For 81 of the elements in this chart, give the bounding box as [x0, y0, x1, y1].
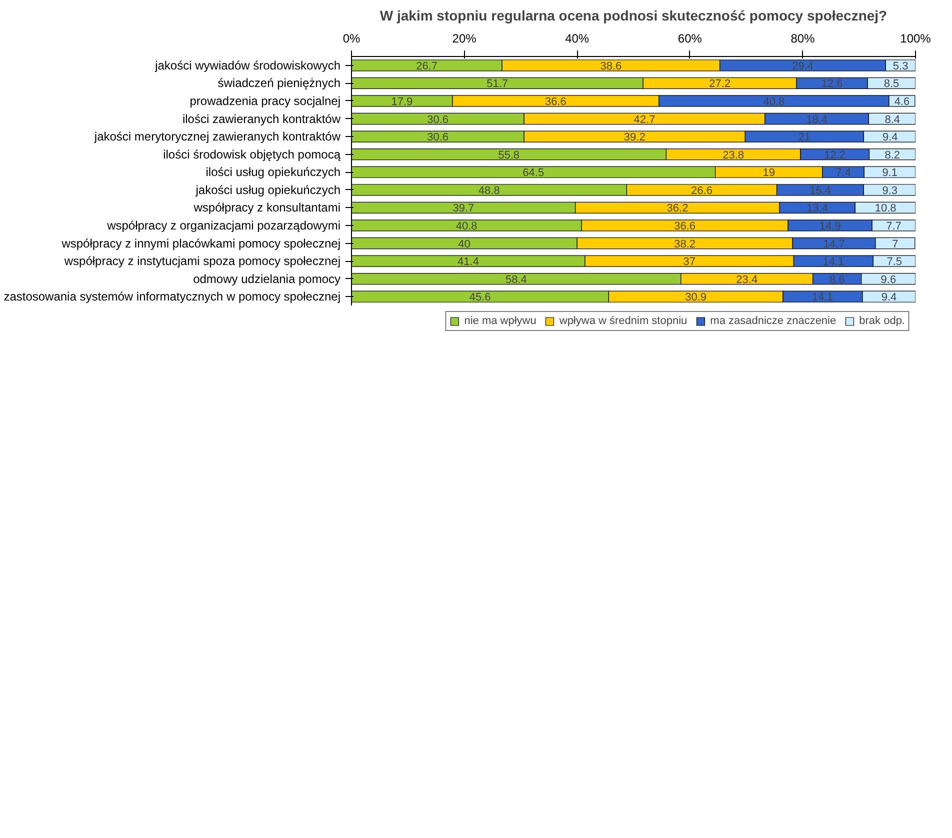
x-tick-label: 60%: [678, 32, 702, 46]
data-label: 64.5: [522, 167, 544, 180]
data-label: 40: [458, 238, 470, 250]
data-label: 8.2: [884, 149, 900, 162]
data-label: 45.6: [469, 292, 491, 304]
data-label: 7.7: [886, 220, 902, 232]
y-tick-label: współpracy z konsultantami: [192, 200, 341, 215]
data-label: 36.6: [674, 220, 696, 232]
x-tick-label: 80%: [790, 32, 816, 46]
y-tick-label: zastosowania systemów informatycznych w pomocy społecznej: [4, 290, 341, 304]
data-label: 18.4: [806, 114, 828, 126]
data-label: 29.4: [792, 60, 814, 72]
y-tick-label: współpracy z organizacjami pozarządowymi: [106, 218, 341, 232]
x-tick-label: 40%: [565, 32, 590, 46]
data-label: 37: [683, 256, 696, 268]
data-label: 30.6: [427, 132, 449, 144]
y-tick-label: ilości środowisk objętych pomocą: [163, 147, 341, 162]
y-tick-label: ilości zawieranych kontraktów: [182, 112, 341, 126]
legend-label: brak odp.: [859, 315, 905, 327]
x-tick-label: 20%: [452, 32, 477, 46]
data-label: 13.4: [806, 202, 828, 215]
data-label: 14.7: [823, 238, 845, 250]
data-label: 15.4: [809, 184, 831, 197]
data-label: 39.7: [452, 202, 474, 215]
data-label: 14.1: [822, 256, 844, 268]
data-label: 26.7: [416, 60, 438, 72]
data-label: 12.6: [821, 78, 843, 90]
y-tick-label: odmowy udzielania pomocy: [193, 272, 341, 286]
legend-label: wpływa w średnim stopniu: [559, 315, 688, 327]
y-tick-label: jakości usług opiekuńczych: [194, 182, 341, 197]
y-tick-label: prowadzenia pracy socjalnej: [190, 94, 340, 108]
data-label: 27.2: [709, 78, 731, 90]
data-label: 10.8: [874, 202, 896, 215]
data-label: 40.8: [763, 96, 785, 108]
x-tick-label: 0%: [342, 32, 360, 46]
data-label: 40.8: [456, 220, 478, 232]
data-label: 5.3: [892, 60, 908, 72]
data-label: 4.6: [894, 96, 910, 108]
data-label: 38.2: [674, 238, 696, 250]
data-label: 7.5: [886, 256, 902, 268]
data-label: 7: [892, 238, 898, 250]
y-tick-label: współpracy z instytucjami spoza pomocy społecznej: [63, 254, 341, 268]
y-tick-label: ilości usług opiekuńczych: [206, 165, 341, 180]
data-label: 39.2: [624, 132, 646, 144]
data-label: 9.4: [881, 292, 897, 304]
data-label: 19: [762, 167, 775, 180]
data-label: 8.5: [884, 78, 900, 90]
data-label: 36.2: [666, 202, 688, 215]
data-label: 30.6: [427, 114, 449, 126]
x-tick-label: 100%: [900, 32, 932, 46]
data-label: 38.6: [600, 60, 622, 72]
data-label: 17.9: [391, 96, 413, 108]
data-label: 9.4: [882, 132, 898, 144]
y-tick-label: świadczeń pieniężnych: [218, 76, 341, 90]
y-tick-label: jakości wywiadów środowiskowych: [154, 58, 341, 72]
data-label: 51.7: [486, 78, 508, 90]
data-label: 55.8: [498, 149, 520, 162]
data-label: 36.6: [544, 96, 566, 108]
y-tick-label: jakości merytorycznej zawieranych kontraktów: [93, 130, 341, 144]
data-label: 9.6: [880, 274, 896, 286]
data-label: 23.4: [736, 274, 758, 286]
data-label: 42.7: [634, 114, 656, 126]
legend-label: ma zasadnicze znaczenie: [710, 315, 836, 327]
data-label: 14.9: [819, 220, 841, 232]
data-label: 9.1: [882, 167, 898, 180]
data-label: 23.8: [722, 149, 744, 162]
y-tick-label: współpracy z innymi placówkami pomocy społecznej: [60, 236, 341, 250]
data-label: 14.1: [812, 292, 834, 304]
data-label: 26.6: [691, 184, 712, 197]
data-label: 48.8: [478, 184, 500, 197]
chart-title: W jakim stopniu regularna ocena podnosi skuteczność pomocy społecznej?: [380, 8, 888, 24]
data-label: 21: [798, 132, 811, 144]
data-label: 12.2: [824, 149, 846, 162]
data-label: 30.9: [685, 292, 707, 304]
legend-label: nie ma wpływu: [464, 315, 536, 327]
data-label: 7.4: [836, 167, 851, 180]
data-label: 58.4: [505, 274, 527, 286]
data-label: 8.4: [884, 114, 900, 126]
data-label: 8.6: [829, 274, 845, 286]
data-label: 41.4: [458, 256, 479, 268]
data-label: 9.3: [882, 184, 898, 197]
